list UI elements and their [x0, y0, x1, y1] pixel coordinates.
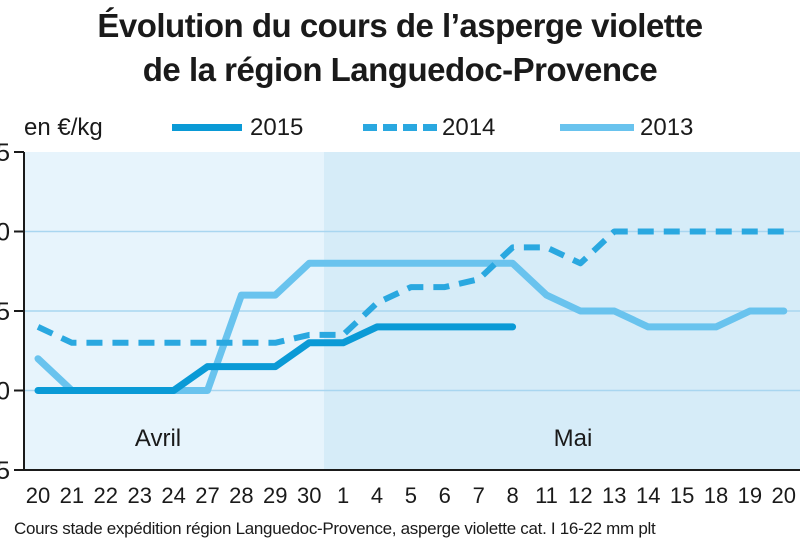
x-tick-label: 22: [94, 483, 118, 508]
x-tick-label: 14: [636, 483, 660, 508]
month-label-may: Mai: [554, 425, 593, 452]
x-tick-label: 15: [670, 483, 694, 508]
x-tick-label: 21: [60, 483, 84, 508]
x-tick-label: 30: [297, 483, 321, 508]
legend-swatch-2013: [560, 124, 634, 131]
legend-label-2013: 2013: [640, 114, 694, 141]
x-tick-label: 8: [506, 483, 518, 508]
chart-title: Évolution du cours de l’asperge violette…: [0, 4, 800, 92]
x-tick-label: 11: [535, 483, 558, 508]
y-tick-label: 0: [0, 378, 10, 406]
unit-label: en €/kg: [24, 114, 103, 141]
x-tick-label: 1: [337, 483, 349, 508]
x-tick-label: 23: [127, 483, 151, 508]
x-tick-label: 13: [602, 483, 626, 508]
x-tick-label: 6: [439, 483, 451, 508]
x-tick-label: 29: [263, 483, 287, 508]
chart-legend: en €/kg 2015 2014 2013: [0, 112, 800, 148]
x-tick-label: 28: [229, 483, 253, 508]
legend-swatch-2015: [172, 124, 242, 131]
legend-label-2015: 2015: [250, 114, 304, 141]
chart-title-line-1: Évolution du cours de l’asperge violette: [97, 7, 703, 44]
chart-source-note: Cours stade expédition région Languedoc-…: [14, 519, 656, 538]
y-tick-label: 0: [0, 219, 10, 247]
month-label-april: Avril: [135, 425, 181, 452]
x-tick-label: 20: [772, 483, 796, 508]
x-tick-label: 18: [704, 483, 728, 508]
y-tick-label: 5: [0, 298, 10, 326]
x-tick-label: 5: [405, 483, 417, 508]
legend-label-2014: 2014: [442, 114, 496, 141]
x-tick-label: 4: [371, 483, 383, 508]
x-tick-label: 27: [195, 483, 219, 508]
series-line-2014: [36, 228, 784, 346]
legend-swatch-2014: [363, 124, 437, 131]
series-line-2015: [34, 323, 517, 394]
x-tick-label: 12: [568, 483, 592, 508]
x-tick-label: 7: [473, 483, 485, 508]
chart-title-line-2: de la région Languedoc-Provence: [142, 51, 658, 88]
x-tick-label: 24: [161, 483, 185, 508]
x-tick-label: 20: [26, 483, 50, 508]
x-tick-label: 19: [738, 483, 762, 508]
y-tick-label: 5: [0, 139, 10, 167]
y-tick-label: 5: [0, 457, 10, 485]
